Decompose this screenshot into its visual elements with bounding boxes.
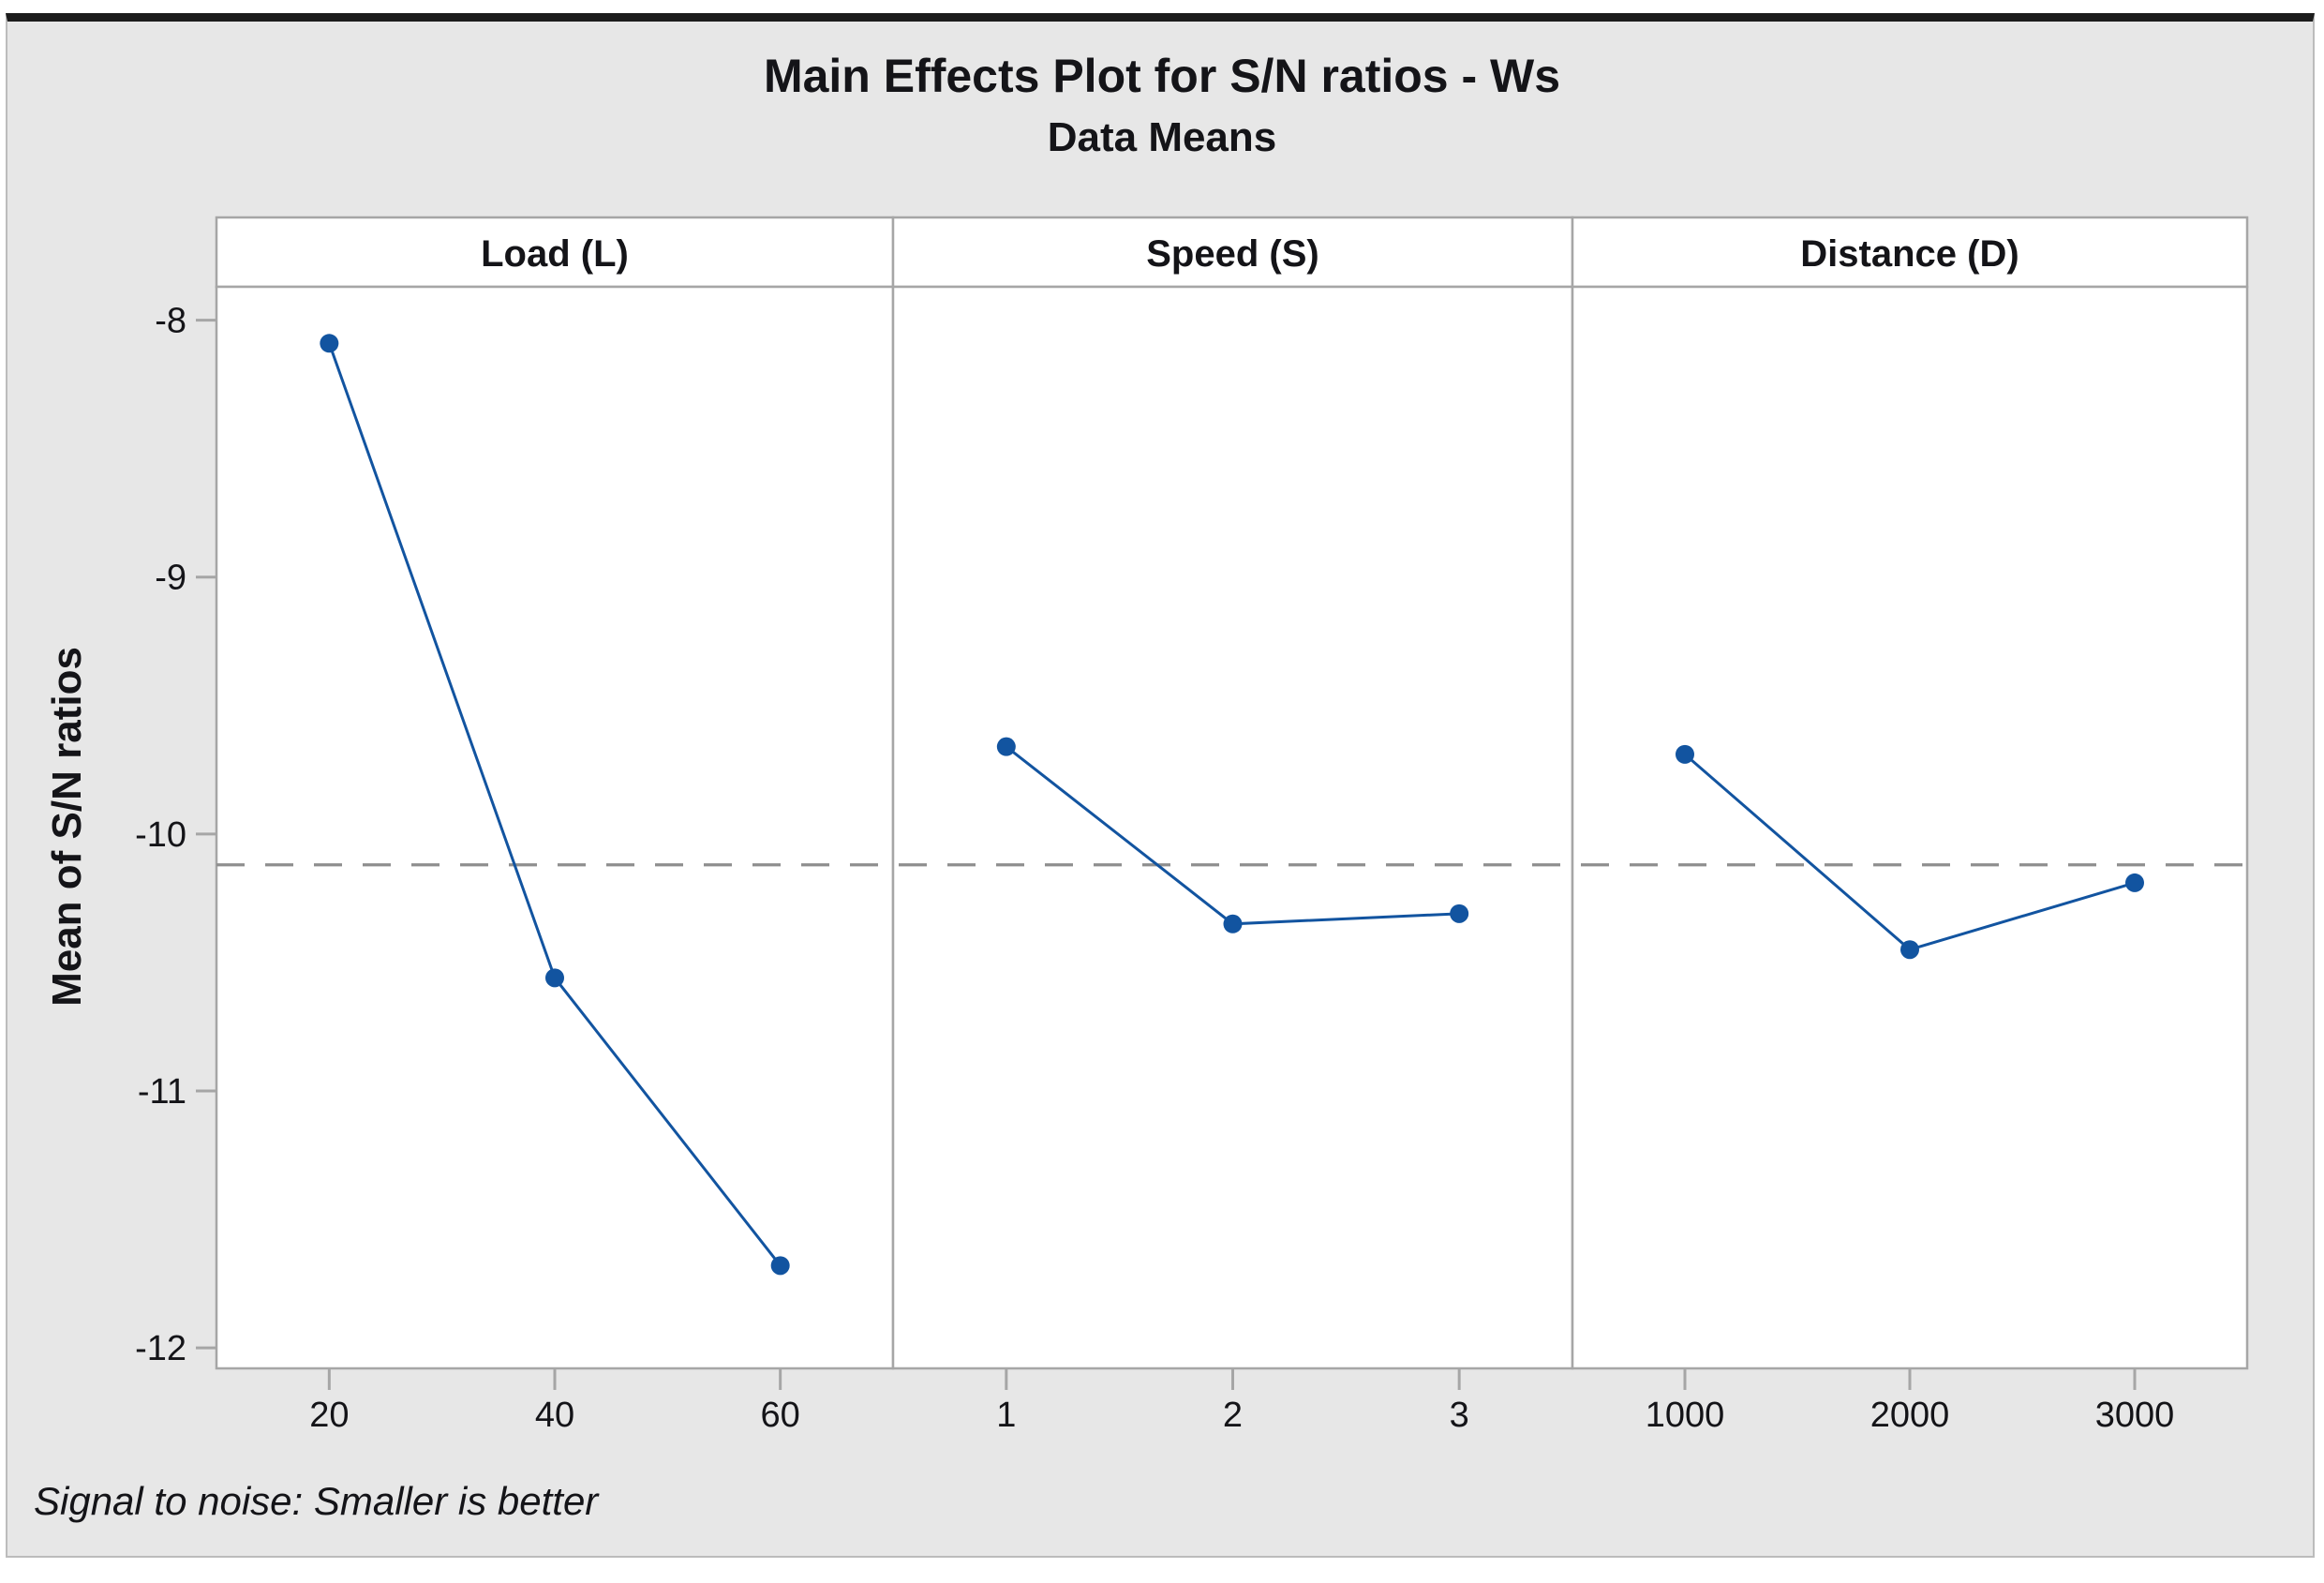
panel-body bbox=[215, 285, 895, 1370]
x-tick-label: 60 bbox=[761, 1396, 800, 1435]
panel-header-label: Distance (D) bbox=[1800, 233, 2019, 275]
data-point[interactable] bbox=[1900, 940, 1919, 960]
data-point[interactable] bbox=[1676, 744, 1694, 764]
data-point[interactable] bbox=[770, 1256, 790, 1276]
data-point[interactable] bbox=[320, 334, 339, 353]
y-tick-label: -9 bbox=[155, 559, 186, 598]
data-point[interactable] bbox=[1223, 914, 1243, 933]
data-point[interactable] bbox=[1450, 904, 1469, 923]
x-tick-label: 40 bbox=[535, 1396, 574, 1435]
y-tick-label: -11 bbox=[138, 1072, 186, 1112]
x-tick-label: 3 bbox=[1450, 1396, 1469, 1435]
x-tick-label: 20 bbox=[309, 1396, 349, 1435]
y-tick-label: -12 bbox=[135, 1329, 186, 1368]
x-tick-label: 1 bbox=[996, 1396, 1016, 1435]
data-point[interactable] bbox=[2125, 873, 2144, 892]
x-tick-label: 2000 bbox=[1870, 1396, 1950, 1435]
x-tick-label: 3000 bbox=[2095, 1396, 2175, 1435]
x-tick-label: 2 bbox=[1223, 1396, 1243, 1435]
chart-title: Main Effects Plot for S/N ratios - Ws bbox=[763, 50, 1561, 102]
data-point[interactable] bbox=[545, 968, 564, 988]
panel-body bbox=[891, 285, 1574, 1370]
panel-header-label: Load (L) bbox=[481, 233, 629, 275]
data-point[interactable] bbox=[996, 737, 1016, 756]
x-tick-label: 1000 bbox=[1646, 1396, 1725, 1435]
y-tick-label: -10 bbox=[135, 815, 186, 855]
chart-subtitle: Data Means bbox=[1047, 114, 1277, 160]
panel-header-label: Speed (S) bbox=[1146, 233, 1318, 275]
y-tick-label: -8 bbox=[155, 302, 186, 341]
panel-body bbox=[1571, 285, 2249, 1370]
footnote-text: Signal to noise: Smaller is better bbox=[34, 1479, 599, 1523]
